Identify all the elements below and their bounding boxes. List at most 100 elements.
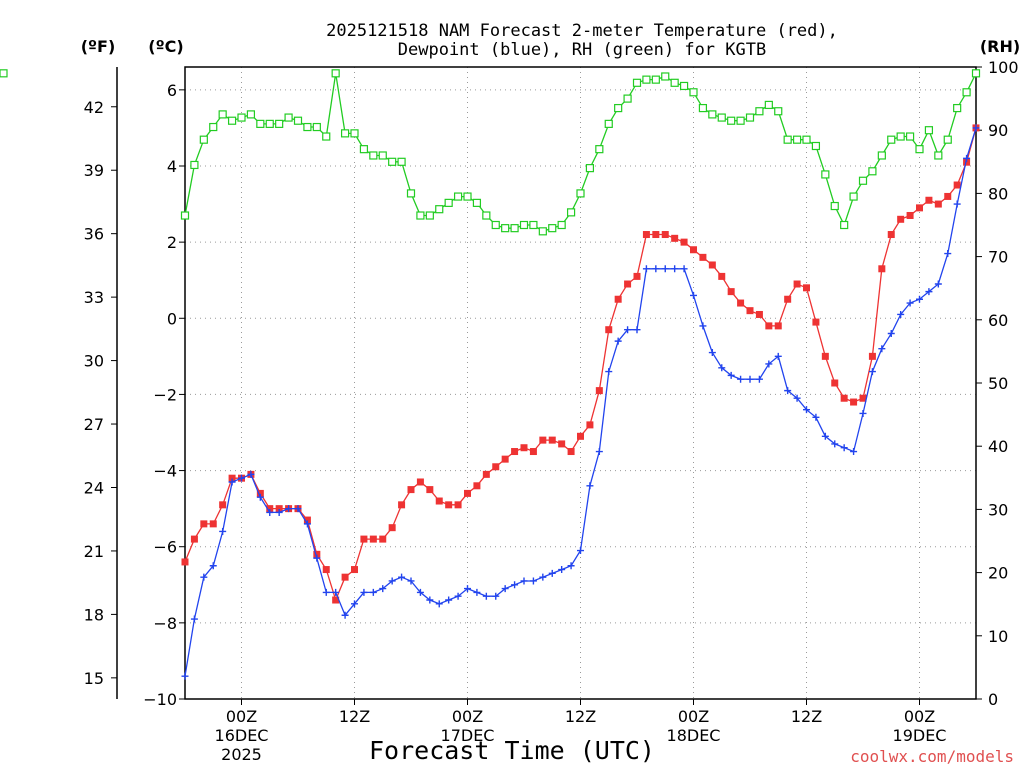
temperature-point [897,215,905,223]
temperature-point [313,550,321,558]
rh-point [642,75,651,84]
x-tick-date: 18DEC [667,726,721,745]
rh-point [435,205,444,214]
rh-point [246,110,256,119]
rh-tick-label: 80 [988,184,1008,203]
rh-point [237,113,246,122]
dewpoint-point [916,295,923,303]
temperature-point [256,489,264,497]
dewpoint-point [680,265,688,273]
data-series [0,69,981,680]
dewpoint-point [812,413,820,421]
rh-point [227,116,237,125]
rh-point [915,145,924,154]
dewpoint-point [661,265,669,273]
rh-point [501,224,510,233]
rh-point [943,135,952,144]
rh-point [529,220,538,230]
dewpoint-point [755,375,763,383]
temperature-point [887,231,895,239]
dewpoint-point [953,200,961,208]
temperature-point [680,238,688,246]
rh-point [821,170,830,179]
series-dewpoint [181,124,980,680]
rh-point [519,220,529,230]
dewpoint-point [407,577,415,585]
rh-point [670,78,679,87]
temperature-point [755,310,763,318]
dewpoint-point [868,368,876,376]
dewpoint-point [840,444,848,452]
grid-lines [185,67,976,699]
credit-text: coolwx.com/models [850,747,1014,766]
fahrenheit-tick-label: 30 [84,352,104,371]
dewpoint-point [586,482,594,490]
rh-point [595,145,604,154]
temperature-point [351,566,358,574]
dewpoint-point [473,588,481,596]
temperature-point [906,211,914,219]
dewpoint-point [765,360,773,368]
celsius-tick-label: 4 [167,157,177,176]
dewpoint-point [454,592,462,600]
fahrenheit-tick-label: 39 [84,161,104,180]
rh-point [962,88,971,97]
temperature-point [586,421,594,429]
fahrenheit-tick-label: 33 [84,288,104,307]
rh-point [256,119,265,128]
dewpoint-point [539,573,547,581]
rh-point [632,78,642,87]
dewpoint-point [897,310,905,318]
dewpoint-point [633,326,641,334]
rh-point [312,122,321,132]
rh-point [679,81,689,91]
celsius-tick-label: 2 [167,233,177,252]
rh-point [953,103,962,113]
dewpoint-point [322,588,330,596]
rh-point [463,192,472,201]
rh-point [745,113,755,122]
x-tick-label: 00Z [904,707,935,726]
dewpoint-point [944,250,952,258]
dewpoint-point [699,322,707,330]
dewpoint-point [228,478,236,486]
rh-point [359,145,369,154]
rh-tick-label: 10 [988,627,1008,646]
rh-tick-label: 20 [988,564,1008,583]
temperature-point [934,200,942,208]
dewpoint-point [784,387,792,395]
temperature-point [181,558,189,566]
temperature-point [859,394,867,402]
rh-point [576,189,585,198]
temperature-point [209,520,217,528]
rh-point [811,141,821,151]
rh-point [792,135,802,144]
temperature-point [690,246,697,254]
x-tick-label: 00Z [678,707,709,726]
temperature-point [482,470,490,478]
temperature-point [398,501,406,509]
rh-point [453,192,463,201]
rh-point [830,201,839,211]
axes [111,66,982,705]
temperature-point [624,280,632,288]
rh-point [934,151,943,160]
dewpoint-point [181,672,189,680]
dewpoint-point [831,440,839,448]
temperature-point [963,158,971,166]
dewpoint-point [906,299,914,307]
rh-point [651,75,660,84]
dewpoint-point [708,349,716,357]
temperature-point [407,486,415,494]
temperature-point [558,440,566,448]
celsius-tick-label: 0 [167,309,177,328]
rh-point [661,72,670,81]
dewpoint-point [398,573,406,581]
temperature-point [548,436,556,444]
dewpoint-point [746,375,754,383]
temperature-point [369,535,377,543]
temperature-point [360,535,368,543]
rh-point [877,151,886,160]
rh-point [755,107,764,116]
temperature-point [727,288,735,296]
